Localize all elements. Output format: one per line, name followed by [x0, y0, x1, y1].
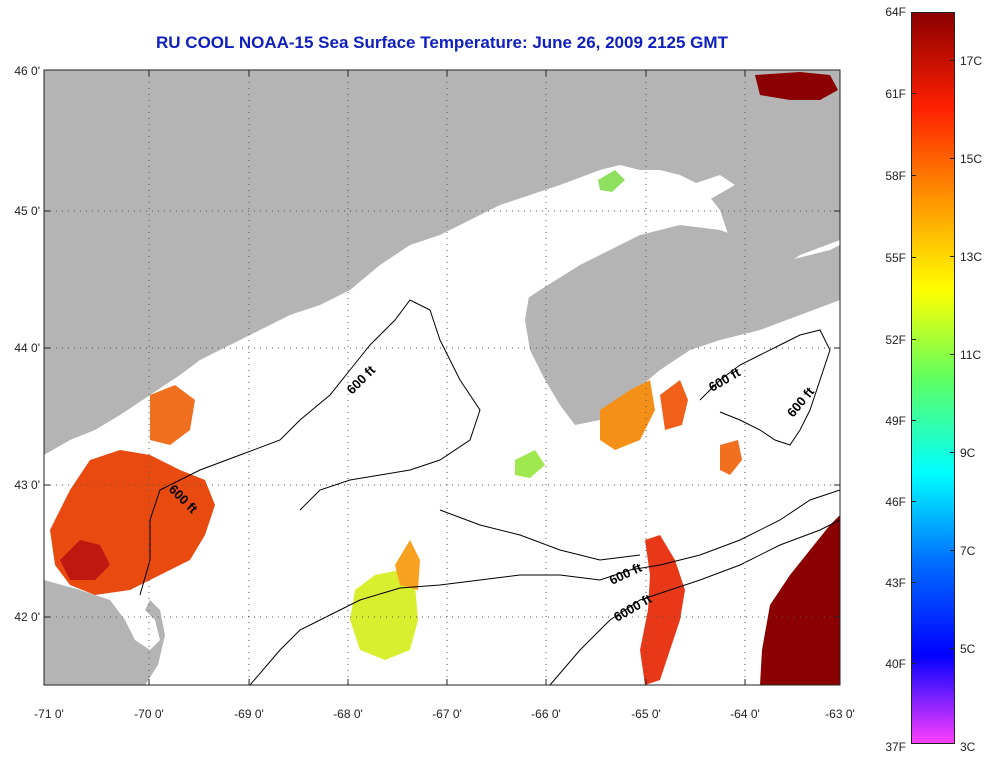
- sst-patch-georges-bank: [350, 570, 418, 660]
- lat-label-42: 42 0': [14, 610, 40, 624]
- colorbar-f-label: 43F: [885, 576, 906, 590]
- map-frame-border: [43, 69, 841, 686]
- lat-label-44: 44 0': [14, 341, 40, 355]
- sst-patch-shelf-break: [640, 535, 685, 685]
- temperature-colorbar: [911, 12, 955, 744]
- colorbar-c-label: 7C: [960, 544, 976, 558]
- colorbar-c-label: 15C: [960, 152, 983, 166]
- sst-patch-nova-scotia-east: [660, 380, 688, 430]
- contour-600ft-west: [139, 299, 481, 596]
- colorbar-f-label: 49F: [885, 414, 906, 428]
- land-nova-scotia: [525, 225, 840, 425]
- lon-label-69: -69 0': [234, 707, 264, 721]
- colorbar-c-label: 5C: [960, 642, 976, 656]
- sst-patch-gulf-maine-west: [150, 385, 195, 445]
- sst-patch-gulf-stream: [760, 515, 840, 685]
- lon-label-63: -63 0': [825, 707, 855, 721]
- lon-label-66: -66 0': [531, 707, 561, 721]
- sst-patch-massachusetts-core: [60, 540, 110, 580]
- colorbar-f-label: 37F: [885, 740, 906, 754]
- colorbar-c-label: 17C: [960, 54, 983, 68]
- contour-6000ft: [549, 519, 840, 685]
- colorbar-c-label: 11C: [960, 348, 982, 362]
- colorbar-f-label: 64F: [885, 5, 906, 19]
- colorbar-c-label: 13C: [960, 250, 983, 264]
- colorbar-c-label: 9C: [960, 446, 976, 460]
- sst-patch-nova-scotia-shelf: [600, 380, 655, 450]
- colorbar-f-label: 40F: [885, 657, 906, 671]
- contour-600ft-ridge: [439, 509, 641, 561]
- contour-600ft-south: [249, 489, 840, 685]
- lat-label-46: 46 0': [14, 64, 40, 78]
- colorbar-f-label: 61F: [885, 87, 906, 101]
- colorbar-f-label: 58F: [885, 169, 906, 183]
- sst-patch-gulf-stream-northeast: [755, 72, 838, 100]
- sst-patch-fundy-green: [598, 170, 625, 192]
- map-title: RU COOL NOAA-15 Sea Surface Temperature:…: [156, 33, 728, 52]
- graticule: [44, 70, 840, 685]
- sst-patch-georges-bank-orange: [395, 540, 420, 590]
- colorbar-f-label: 46F: [885, 495, 906, 509]
- lon-label-68: -68 0': [333, 707, 363, 721]
- land-cape-cod: [44, 580, 165, 685]
- contour-600ft-northeast: [699, 329, 831, 446]
- lon-label-71: -71 0': [34, 707, 64, 721]
- lon-label-67: -67 0': [432, 707, 462, 721]
- lon-label-70: -70 0': [134, 707, 164, 721]
- lon-label-64: -64 0': [730, 707, 760, 721]
- sst-patch-east-small: [720, 440, 742, 475]
- sst-patch-central-green: [515, 450, 545, 478]
- colorbar-f-label: 52F: [885, 333, 906, 347]
- land-mainland: [44, 70, 840, 455]
- lon-label-65: -65 0': [631, 707, 661, 721]
- lat-label-43: 43 0': [14, 478, 40, 492]
- lat-label-45: 45 0': [14, 204, 40, 218]
- axis-ticks: [44, 70, 840, 685]
- colorbar-c-label: 3C: [960, 740, 976, 754]
- colorbar-f-label: 55F: [885, 251, 906, 265]
- water-bay-of-fundy: [500, 175, 735, 310]
